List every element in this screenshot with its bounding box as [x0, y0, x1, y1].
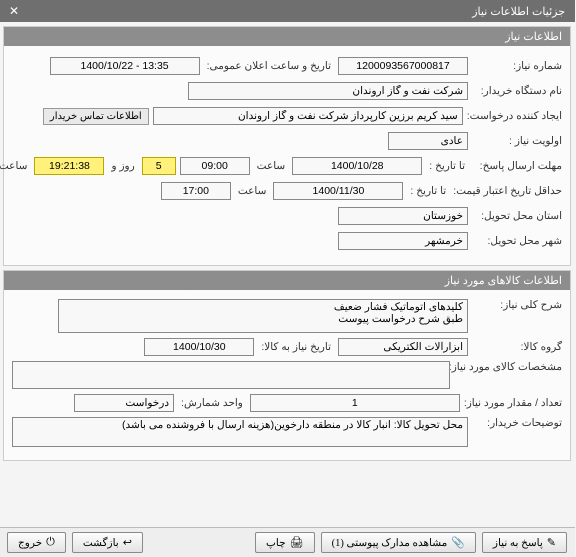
- print-icon: 🖨: [291, 536, 305, 549]
- days-field: [143, 157, 177, 175]
- unit-field: [75, 394, 175, 412]
- label-deadline: مهلت ارسال پاسخ:: [473, 160, 563, 172]
- exit-button[interactable]: ⏻ خروج: [8, 532, 67, 553]
- window-title: جزئیات اطلاعات نیاز: [473, 5, 566, 18]
- label-group: گروه کالا:: [473, 341, 563, 353]
- label-qty: تعداد / مقدار مورد نیاز:: [465, 397, 563, 409]
- need-info-section: اطلاعات نیاز شماره نیاز: تاریخ و ساعت اع…: [4, 26, 572, 266]
- label-city: شهر محل تحویل:: [473, 235, 563, 247]
- footer-toolbar: ✎ پاسخ به نیاز 📎 مشاهده مدارک پیوستی (1)…: [0, 527, 576, 557]
- print-label: چاپ: [267, 537, 287, 549]
- desc-field: [59, 299, 469, 333]
- credit-time-field: [162, 182, 232, 200]
- attach-label: مشاهده مدارک پیوستی (1): [333, 537, 449, 549]
- label-time-2: ساعت: [236, 185, 271, 197]
- back-icon: ↩: [124, 536, 133, 549]
- ann-date-field: [51, 57, 201, 75]
- back-label: بازگشت: [84, 537, 120, 549]
- exit-icon: ⏻: [47, 536, 56, 549]
- priority-field: [389, 132, 469, 150]
- respond-icon: ✎: [548, 536, 557, 549]
- label-to-date-2: تا تاریخ :: [408, 185, 450, 197]
- label-to-date: تا تاریخ :: [427, 160, 469, 172]
- credit-date-field: [274, 182, 404, 200]
- need-info-title: اطلاعات نیاز: [5, 27, 571, 46]
- label-req-no: شماره نیاز:: [473, 60, 563, 72]
- exit-label: خروج: [19, 537, 43, 549]
- label-spec: مشخصات کالای مورد نیاز:: [455, 361, 563, 373]
- label-credit: حداقل تاریخ اعتبار قیمت:: [454, 185, 563, 197]
- contact-buyer-button[interactable]: اطلاعات تماس خریدار: [44, 108, 150, 125]
- qty-field: [251, 394, 461, 412]
- goods-info-title: اطلاعات کالاهای مورد نیاز: [5, 271, 571, 290]
- creator-field: [154, 107, 464, 125]
- label-time-1: ساعت: [255, 160, 290, 172]
- label-buyer: نام دستگاه خریدار:: [473, 85, 563, 97]
- province-field: [339, 207, 469, 225]
- close-icon[interactable]: ✕: [10, 4, 20, 18]
- city-field: [339, 232, 469, 250]
- back-button[interactable]: ↩ بازگشت: [73, 532, 144, 553]
- label-priority: اولویت نیاز :: [473, 135, 563, 147]
- need-date-field: [145, 338, 255, 356]
- label-days: روز و: [109, 160, 138, 172]
- goods-info-section: اطلاعات کالاهای مورد نیاز شرح کلی نیاز: …: [4, 270, 572, 461]
- label-desc: شرح کلی نیاز:: [473, 299, 563, 311]
- respond-button[interactable]: ✎ پاسخ به نیاز: [483, 532, 568, 553]
- label-province: استان محل تحویل:: [473, 210, 563, 222]
- window-titlebar: جزئیات اطلاعات نیاز ✕: [0, 0, 576, 22]
- deadline-time-field: [181, 157, 251, 175]
- label-ann-date: تاریخ و ساعت اعلان عمومی:: [205, 60, 335, 72]
- label-need-date: تاریخ نیاز به کالا:: [259, 341, 335, 353]
- notes-field: [13, 417, 469, 447]
- deadline-date-field: [293, 157, 423, 175]
- label-remain: ساعت باقی مانده: [0, 160, 31, 172]
- attachments-button[interactable]: 📎 مشاهده مدارک پیوستی (1): [322, 532, 477, 553]
- group-field: [339, 338, 469, 356]
- label-unit: واحد شمارش:: [179, 397, 247, 409]
- label-notes: توضیحات خریدار:: [473, 417, 563, 429]
- respond-label: پاسخ به نیاز: [494, 537, 544, 549]
- attach-icon: 📎: [452, 536, 466, 549]
- buyer-field: [189, 82, 469, 100]
- remain-field: [35, 157, 105, 175]
- label-creator: ایجاد کننده درخواست:: [468, 110, 563, 122]
- print-button[interactable]: 🖨 چاپ: [256, 532, 316, 553]
- spec-field: [13, 361, 451, 389]
- req-no-field: [339, 57, 469, 75]
